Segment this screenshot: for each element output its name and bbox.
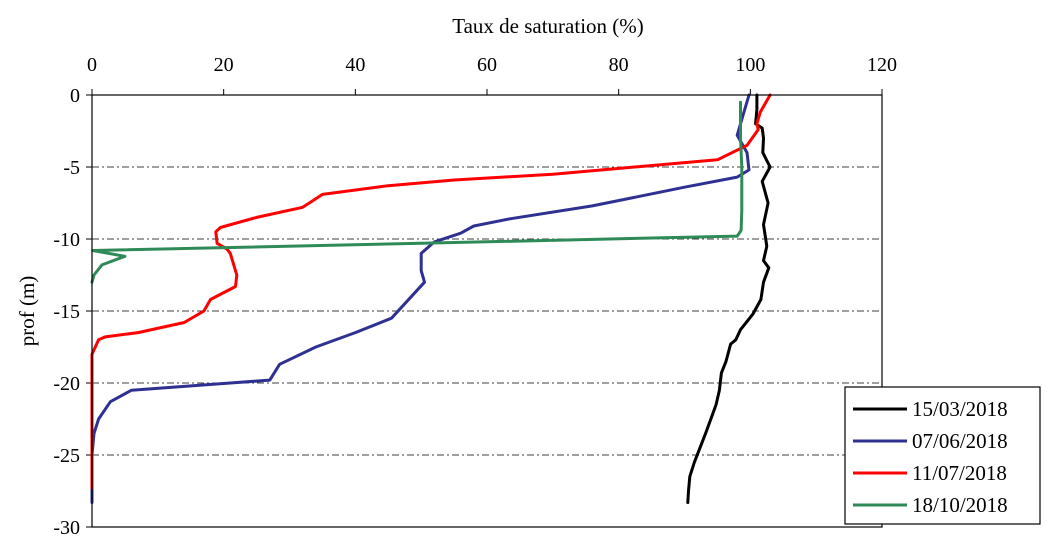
y-tick-label-3: -15 bbox=[53, 301, 80, 323]
x-axis-title: Taux de saturation (%) bbox=[452, 14, 644, 38]
y-tick-label-5: -25 bbox=[53, 445, 80, 467]
y-tick-label-6: -30 bbox=[53, 517, 80, 536]
legend: 15/03/2018 07/06/2018 11/07/2018 18/10/2018 bbox=[844, 386, 1041, 525]
y-tick-label-0: 0 bbox=[70, 85, 80, 107]
x-tick-label-0: 0 bbox=[87, 54, 97, 76]
x-tick-label-3: 60 bbox=[477, 54, 497, 76]
series-line-0 bbox=[686, 93, 772, 504]
series-line-3 bbox=[90, 100, 744, 284]
x-tick-label-6: 120 bbox=[867, 54, 897, 76]
legend-label-2: 11/07/2018 bbox=[912, 461, 1007, 485]
series-line-2 bbox=[90, 93, 772, 490]
axis-ticks: 0 -5 -10 -15 -20 -25 -30 0 20 40 60 80 100 120 bbox=[53, 54, 897, 536]
y-tick-label-1: -5 bbox=[63, 157, 80, 179]
x-tick-label-2: 40 bbox=[345, 54, 365, 76]
plot-area-border bbox=[91, 94, 883, 528]
legend-label-1: 07/06/2018 bbox=[912, 429, 1008, 453]
x-tick-label-4: 80 bbox=[609, 54, 629, 76]
legend-label-0: 15/03/2018 bbox=[912, 397, 1008, 421]
series-line-1 bbox=[90, 93, 751, 504]
y-tick-label-4: -20 bbox=[53, 373, 80, 395]
y-tick-label-2: -10 bbox=[53, 229, 80, 251]
x-tick-label-5: 100 bbox=[735, 54, 765, 76]
horizontal-grid bbox=[92, 166, 882, 456]
y-axis-title: prof (m) bbox=[15, 276, 39, 347]
legend-label-3: 18/10/2018 bbox=[912, 493, 1008, 517]
x-tick-label-1: 20 bbox=[214, 54, 234, 76]
series-lines bbox=[90, 93, 772, 504]
